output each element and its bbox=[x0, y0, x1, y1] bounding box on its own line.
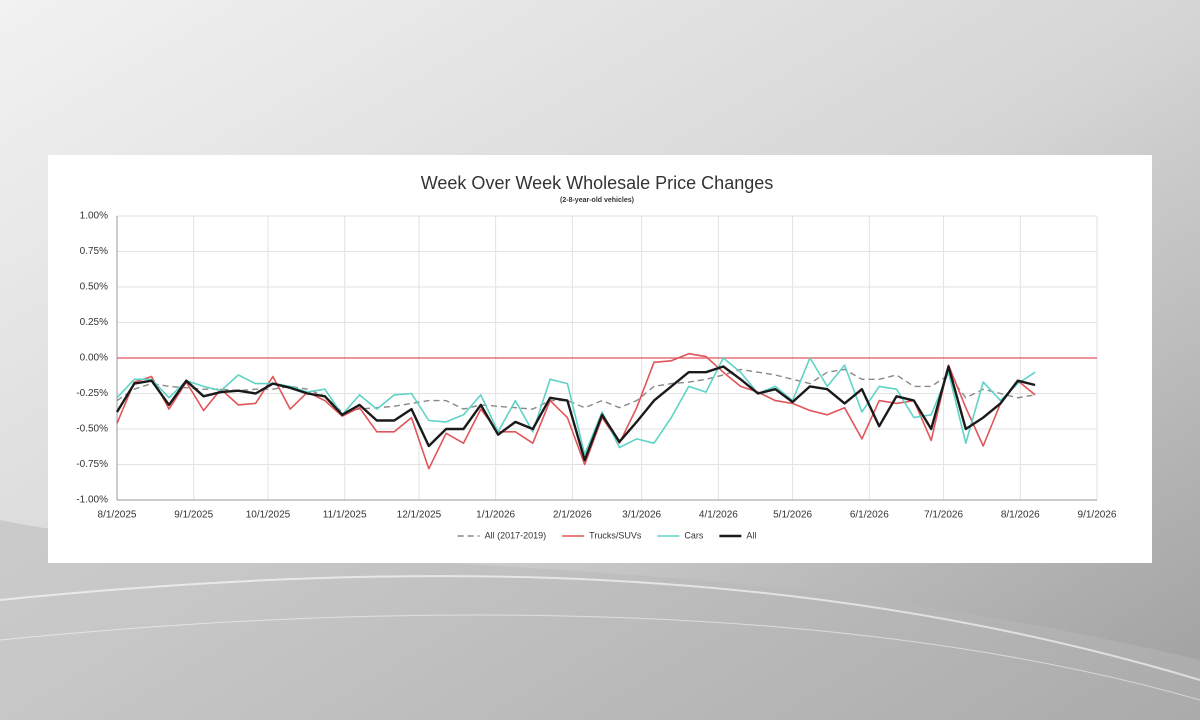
y-tick-label: -0.25% bbox=[76, 388, 108, 399]
grid: -1.00% -0.75% -0.50% -0.25% 0.00% 0.25% 0.50% 0… bbox=[76, 211, 1117, 521]
x-tick-label: 10/1/2025 bbox=[246, 510, 291, 521]
background-wave bbox=[0, 520, 1200, 720]
y-tick-label: -1.00% bbox=[76, 495, 108, 506]
plot bbox=[115, 352, 1036, 470]
chart-card bbox=[48, 155, 1152, 563]
legend: All (2017-2019) Trucks/SUVs Cars All bbox=[457, 530, 756, 540]
y-tick-label: 0.25% bbox=[80, 317, 108, 328]
x-tick-label: 5/1/2026 bbox=[773, 510, 812, 521]
x-tick-label: 12/1/2025 bbox=[397, 510, 442, 521]
y-tick-label: 1.00% bbox=[80, 211, 108, 222]
y-tick-label: 0.50% bbox=[80, 282, 108, 293]
x-tick-label: 7/1/2026 bbox=[924, 510, 963, 521]
x-tick-label: 8/1/2025 bbox=[98, 510, 137, 521]
background-wave-line bbox=[0, 575, 1200, 681]
x-tick-label: 4/1/2026 bbox=[699, 510, 738, 521]
x-tick-label: 9/1/2026 bbox=[1078, 510, 1117, 521]
legend-item: Trucks/SUVs bbox=[562, 530, 642, 540]
y-tick-label: 0.00% bbox=[80, 353, 108, 364]
legend-label: All bbox=[746, 530, 756, 540]
x-tick-label: 6/1/2026 bbox=[850, 510, 889, 521]
legend-label: All (2017-2019) bbox=[485, 530, 547, 540]
x-tick-label: 9/1/2025 bbox=[174, 510, 213, 521]
background-wave-line bbox=[0, 614, 1200, 701]
x-tick-label: 2/1/2026 bbox=[553, 510, 592, 521]
x-tick-label: 3/1/2026 bbox=[622, 510, 661, 521]
series-line bbox=[116, 357, 1036, 456]
legend-item: Cars bbox=[657, 530, 704, 540]
x-tick-label: 11/1/2025 bbox=[323, 510, 367, 521]
chart-subtitle: (2-8-year-old vehicles) bbox=[560, 197, 634, 204]
y-tick-label: -0.50% bbox=[76, 424, 108, 435]
y-tick-label: 0.75% bbox=[80, 246, 108, 257]
legend-item: All (2017-2019) bbox=[457, 530, 547, 540]
series-line bbox=[115, 365, 1036, 462]
y-tick-label: -0.75% bbox=[76, 459, 108, 470]
series-line bbox=[116, 352, 1036, 470]
series-line bbox=[116, 368, 1036, 413]
x-tick-label: 1/1/2026 bbox=[476, 510, 515, 521]
legend-item: All bbox=[719, 530, 756, 540]
chart-title: Week Over Week Wholesale Price Changes bbox=[421, 173, 774, 193]
x-tick-label: 8/1/2026 bbox=[1001, 510, 1040, 521]
legend-label: Trucks/SUVs bbox=[589, 530, 642, 540]
legend-label: Cars bbox=[684, 530, 704, 540]
